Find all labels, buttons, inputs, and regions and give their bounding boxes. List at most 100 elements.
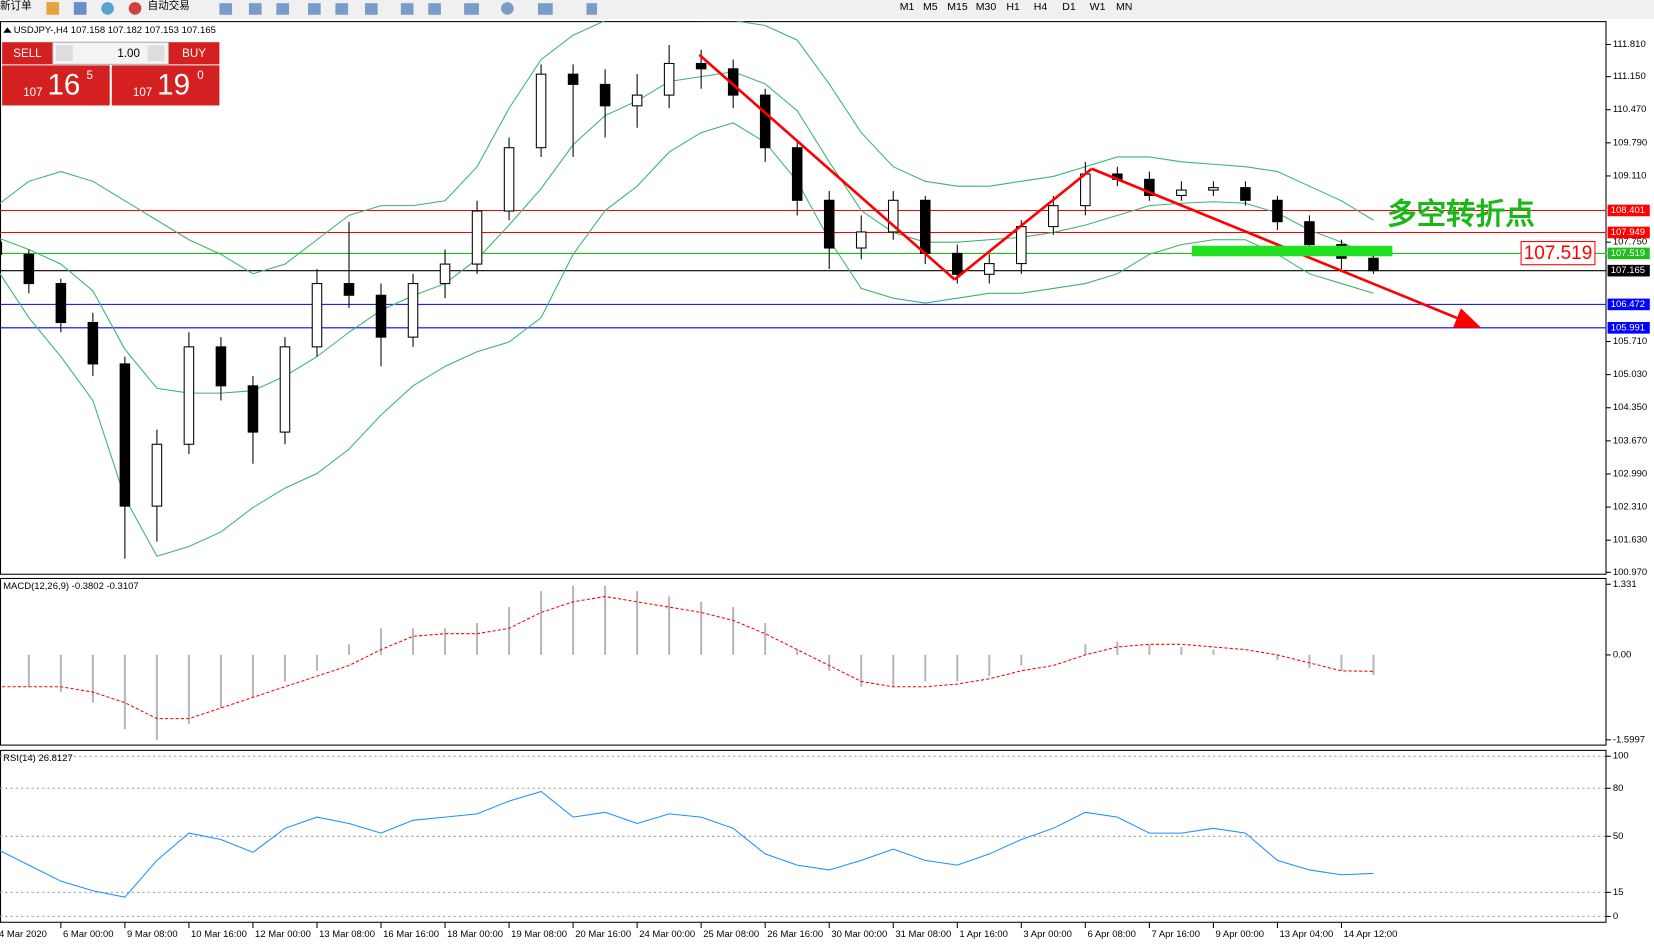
x-tick-label: 24 Mar 00:00 <box>639 929 695 940</box>
icon <box>128 2 142 15</box>
sell-price-small: 5 <box>86 69 92 82</box>
candle-body <box>439 263 451 285</box>
y-tick-label: 100.970 <box>1613 567 1647 578</box>
sell-price-box[interactable] <box>2 65 110 106</box>
x-tick-label: 3 Apr 00:00 <box>1023 929 1072 940</box>
timeframe-button[interactable]: H4 <box>1034 1 1048 13</box>
price-line-tag <box>1607 204 1650 217</box>
x-tick-label: 10 Mar 16:00 <box>191 929 247 940</box>
candle-body <box>1048 205 1059 228</box>
y-tick-label: 110.470 <box>1613 104 1647 115</box>
candle-body <box>823 199 835 249</box>
candle-body <box>791 147 803 201</box>
candle-body <box>1176 189 1187 196</box>
timeframe-button[interactable]: H1 <box>1006 1 1020 13</box>
bollinger-band <box>0 122 1374 557</box>
collapse-icon[interactable] <box>3 27 12 33</box>
candle-body <box>1368 257 1379 272</box>
buy-price-big: 107 <box>133 86 152 99</box>
buy-price-main: 19 <box>157 68 190 101</box>
candle-body <box>1208 187 1219 191</box>
candle-body <box>1240 187 1251 201</box>
y-tick-label: -1.5997 <box>1613 734 1645 745</box>
y-tick-label: 102.310 <box>1613 502 1647 513</box>
sell-button[interactable] <box>2 42 53 65</box>
price-plot <box>0 21 1607 559</box>
buy-label[interactable]: BUY <box>182 47 206 60</box>
candle-body <box>87 321 99 365</box>
candle-body <box>919 199 931 254</box>
toolbar <box>0 0 1654 19</box>
x-tick-label: 13 Mar 08:00 <box>319 929 375 940</box>
candle-body <box>119 363 131 507</box>
sell-price-big: 107 <box>23 86 42 99</box>
price-line-tag <box>1607 264 1650 277</box>
candle-body <box>375 294 387 338</box>
x-tick-label: 6 Apr 08:00 <box>1087 929 1136 940</box>
timeframe-button[interactable]: M15 <box>947 1 968 13</box>
price-line-tag <box>1607 322 1650 334</box>
price-line-tag <box>1607 247 1650 260</box>
price-line-label: 107.949 <box>1611 227 1645 238</box>
x-tick-label: 14 Apr 12:00 <box>1344 929 1398 940</box>
candle-body <box>247 385 259 433</box>
new-order-button[interactable]: 新订单 <box>0 0 32 12</box>
candle-body <box>183 346 195 445</box>
price-line-label: 105.991 <box>1611 322 1645 333</box>
timeframe-button[interactable]: M30 <box>976 1 997 13</box>
price-line-label: 107.519 <box>1611 248 1645 259</box>
y-tick-label: 111.150 <box>1613 71 1646 82</box>
sell-price-main: 16 <box>47 68 80 101</box>
y-tick-label: 111.810 <box>1613 39 1646 50</box>
bollinger-band <box>0 71 1374 394</box>
candle-body <box>215 346 227 387</box>
candle-body <box>1144 178 1155 196</box>
toolbar-icons <box>219 2 598 15</box>
chart-title: USDJPY-,H4 107.158 107.182 107.153 107.1… <box>14 25 216 36</box>
candle-body <box>1016 226 1027 265</box>
x-tick-label: 25 Mar 08:00 <box>703 929 759 940</box>
y-tick-label: 105.030 <box>1613 369 1647 380</box>
candle-body <box>855 231 867 249</box>
y-tick-label: 105.710 <box>1613 336 1647 347</box>
timeframe-button[interactable]: D1 <box>1062 1 1076 13</box>
y-tick-label: 109.110 <box>1613 170 1647 181</box>
candle-body <box>984 263 995 275</box>
y-tick-label: 0 <box>1613 911 1618 922</box>
price-line-tag <box>1607 298 1650 311</box>
bollinger-band <box>0 21 1374 275</box>
buy-button[interactable] <box>168 42 220 65</box>
candle-body <box>599 83 611 107</box>
x-tick-label: 1 Apr 16:00 <box>959 929 1008 940</box>
lots-down[interactable] <box>55 45 73 62</box>
candle-body <box>151 443 163 507</box>
candle-body <box>951 252 963 275</box>
icon <box>101 2 114 15</box>
auto-trading-button[interactable]: 自动交易 <box>148 0 190 12</box>
timeframe-button[interactable]: M5 <box>923 1 938 13</box>
candle-body <box>695 62 707 70</box>
timeframe-button[interactable]: MN <box>1116 1 1132 13</box>
icon <box>46 2 60 15</box>
candle-body <box>407 283 419 338</box>
candle-body <box>471 210 483 265</box>
timeframe-button[interactable]: M1 <box>900 1 915 13</box>
y-tick-label: 80 <box>1613 783 1624 794</box>
candle-body <box>631 94 643 107</box>
sell-label[interactable]: SELL <box>13 47 42 60</box>
lots-up[interactable] <box>147 45 165 62</box>
buy-price-box[interactable] <box>111 65 220 106</box>
x-tick-label: 31 Mar 08:00 <box>895 929 951 940</box>
x-tick-label: 7 Apr 16:00 <box>1151 929 1200 940</box>
candle-body <box>1272 199 1283 223</box>
y-tick-label: 107.750 <box>1613 237 1647 248</box>
candle-body <box>23 253 35 285</box>
lots-value[interactable]: 1.00 <box>117 47 140 60</box>
x-tick-label: 18 Mar 00:00 <box>447 929 503 940</box>
timeframe-button[interactable]: W1 <box>1090 1 1106 13</box>
x-tick-label: 20 Mar 16:00 <box>575 929 631 940</box>
macd-title: MACD(12,26,9) -0.3802 -0.3107 <box>3 581 139 592</box>
